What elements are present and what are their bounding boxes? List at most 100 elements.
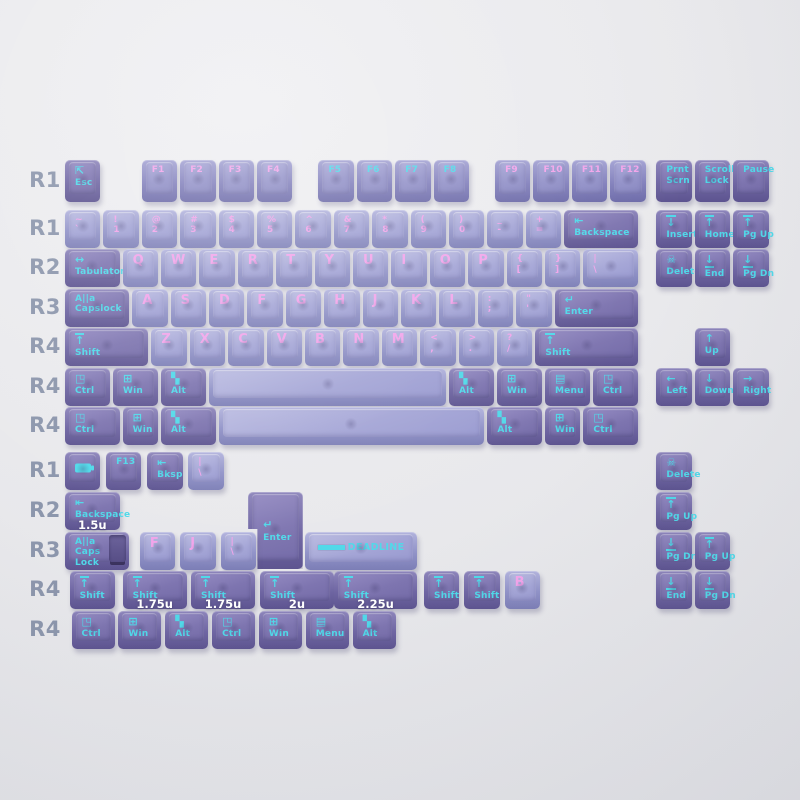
key-page-up-extra: ↑ Pg Up	[656, 492, 697, 530]
end-icon: ↓	[666, 575, 676, 591]
row-label: R1	[29, 215, 61, 240]
key-legend: ?	[507, 333, 513, 343]
alt-icon: ▚	[171, 411, 180, 424]
key-d: D	[209, 288, 245, 327]
shift-arrow-icon: ↑	[434, 576, 444, 590]
key-legend: O	[439, 253, 452, 268]
key-legend: ~	[75, 214, 83, 225]
key-size-label: 2.25u	[357, 597, 394, 611]
key-win-extra-b: ⊞ Win	[258, 611, 302, 649]
battery-icon	[74, 463, 94, 473]
key-legend: _	[497, 214, 503, 225]
key-legend: F12	[620, 165, 640, 175]
key-f1: F1	[141, 160, 178, 202]
key-backslash: | \	[583, 249, 638, 287]
key-legend: Ctrl	[75, 385, 95, 396]
key-legend: W	[171, 253, 186, 268]
key-legend: F6	[366, 165, 380, 175]
key-legend: $	[228, 214, 236, 225]
alt-icon: ▚	[171, 371, 180, 385]
key-f12: F12	[610, 160, 646, 202]
key-legend: )	[459, 214, 464, 225]
key-legend: Shift	[343, 591, 369, 602]
escape-arrow-icon: ⇱	[75, 164, 85, 177]
ctrl-icon: ◳	[222, 615, 233, 628]
ctrl-icon: ◳	[81, 615, 93, 628]
key-size-label: 1.5u	[78, 518, 107, 532]
key-rctrl: ◳ Ctrl	[593, 367, 638, 406]
win-logo-icon: ⊞	[268, 615, 279, 628]
key-f7: F7	[395, 160, 431, 202]
key-tab: ↔ Tabulator	[65, 249, 125, 287]
key-legend: Esc	[75, 178, 93, 189]
key-legend: Menu	[555, 385, 584, 396]
key-l: L	[439, 288, 475, 327]
key-legend: Right	[743, 385, 772, 396]
key-legend: Up	[704, 346, 719, 357]
key-g: G	[285, 288, 322, 327]
ctrl-icon: ◳	[593, 411, 604, 424]
key-equals: + =	[525, 209, 562, 248]
key-legend: Ctrl	[75, 425, 95, 436]
key-spacebar-deadline: DEADLINE	[305, 531, 418, 570]
backspace-icon: ⇤	[75, 496, 85, 509]
key-legend: Win	[132, 425, 153, 436]
key-win-1u: ⊞ Win	[122, 407, 158, 445]
shift-arrow-icon: ↑	[474, 576, 484, 590]
key-6: ^ 6	[295, 209, 331, 248]
key-legend: Bksp	[157, 470, 183, 481]
key-legend: 0	[459, 225, 466, 236]
key-legend: C	[238, 332, 248, 347]
key-legend: X	[199, 332, 211, 347]
delete-skull-icon: ☠	[666, 456, 677, 469]
key-0: ) 0	[449, 209, 485, 248]
key-legend: F3	[228, 165, 242, 175]
key-legend: Alt	[171, 425, 186, 436]
key-legend: Z	[161, 332, 172, 347]
key-legend: Shift	[79, 591, 105, 602]
key-legend: Capslock	[75, 304, 122, 315]
key-page-down-extra-2: ↓ Pg Dn	[694, 571, 736, 609]
key-y: Y	[314, 249, 350, 287]
key-m: M	[381, 328, 418, 366]
key-9: (9	[410, 209, 446, 248]
key-esc: ⇱ Esc	[65, 160, 101, 202]
shift-arrow-icon: ↑	[270, 576, 280, 590]
ctrl-icon: ◳	[603, 371, 614, 385]
key-ctrl-15u: ◳ Ctrl	[65, 407, 120, 445]
key-legend: Shift	[270, 591, 296, 602]
key-e: E	[199, 249, 235, 287]
key-legend: |	[593, 254, 597, 264]
key-legend: Backspace	[574, 227, 630, 238]
key-legend: Alt	[459, 385, 474, 396]
key-legend: =	[535, 225, 544, 236]
key-alt-extra-a: ▚ Alt	[165, 611, 209, 649]
shift-arrow-icon: ↑	[75, 333, 85, 347]
key-down: ↓ Down	[694, 367, 734, 406]
key-legend: %	[267, 214, 277, 225]
row-label: R4	[29, 616, 61, 641]
key-legend: .	[468, 343, 473, 354]
ctrl-icon: ◳	[75, 371, 86, 385]
key-legend: Ctrl	[593, 425, 613, 436]
key-ctrl-extra-a: ◳ Ctrl	[71, 611, 115, 649]
key-shift-175u-b: ↑ Shift 1.75u	[190, 571, 256, 611]
key-b-extra: B	[504, 571, 541, 609]
key-legend: F10	[543, 165, 563, 175]
key-legend: B	[315, 332, 326, 347]
key-legend: Y	[324, 253, 335, 268]
key-legend: 1	[113, 225, 120, 236]
key-legend: 7	[343, 225, 351, 236]
key-legend: Pg Up	[743, 229, 775, 240]
key-b: B	[305, 328, 341, 366]
key-win-extra-a: ⊞ Win	[118, 611, 162, 649]
row-label: R4	[29, 373, 61, 398]
key-spacebar-7u	[218, 407, 485, 445]
key-win-1u-r: ⊞ Win	[545, 407, 581, 445]
key-legend: Enter	[564, 306, 593, 317]
left-arrow-icon: ←	[666, 371, 676, 385]
key-print-screen: Prnt Scrn	[656, 160, 692, 202]
key-alt-extra-b: ▚ Alt	[352, 611, 396, 649]
key-legend: ,	[430, 343, 434, 354]
